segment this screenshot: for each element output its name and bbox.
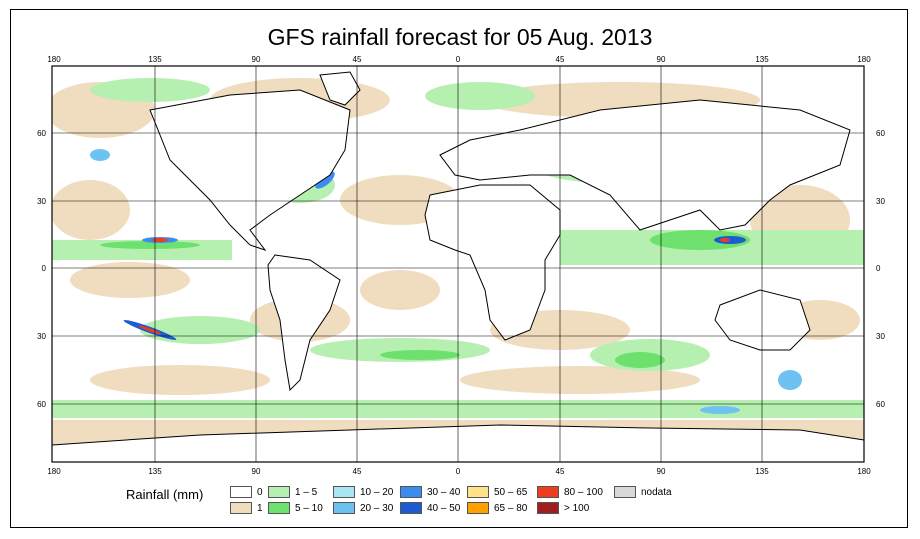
legend-label: > 100 [564,502,590,514]
lon-labels-top: 180 135 90 45 0 45 90 135 180 [47,55,871,64]
lat-label: 60 [876,129,885,138]
rain-5-10mm-areas [100,230,750,368]
legend-swatch [230,502,252,514]
north-america [149,89,351,251]
lat-label: 60 [876,400,885,409]
legend-swatch [467,502,489,514]
legend-item-12: nodata [614,485,672,499]
south-america [267,254,341,392]
graticule [52,66,864,462]
legend-label: 10 – 20 [360,486,394,498]
legend-item-2: 1 – 5 [268,485,317,499]
legend-item-7: 40 – 50 [400,501,460,515]
legend-label: 1 – 5 [295,486,318,498]
lon-label: 180 [47,55,61,64]
legend-label: 1 [257,502,263,514]
lon-label: 180 [857,55,871,64]
legend-label: 80 – 100 [564,486,603,498]
lon-label: 45 [353,55,362,64]
legend-item-3: 5 – 10 [268,501,323,515]
lat-label: 60 [37,129,46,138]
legend-item-5: 20 – 30 [333,501,393,515]
lon-label: 90 [252,467,261,476]
lat-label: 30 [37,332,46,341]
legend-label: 50 – 65 [494,486,528,498]
lat-label: 30 [876,197,885,206]
legend-swatch [268,486,290,498]
lat-labels-right: 60 30 0 30 60 [876,129,885,409]
legend-swatch [268,502,290,514]
lon-label: 90 [252,55,261,64]
lat-label: 30 [37,197,46,206]
figure-frame [10,9,908,528]
legend-label: 30 – 40 [427,486,461,498]
legend-swatch [230,486,252,498]
rain-heavy-areas [90,149,802,414]
legend-item-0: 0 [230,485,263,499]
legend-label: nodata [641,486,672,498]
legend-swatch [537,486,559,498]
lat-label: 0 [876,264,881,273]
legend-item-4: 10 – 20 [333,485,393,499]
lon-label: 90 [657,55,666,64]
legend-swatch [537,502,559,514]
legend-swatch [614,486,636,498]
legend-item-9: 65 – 80 [467,501,527,515]
lon-label: 90 [657,467,666,476]
lon-label: 45 [556,55,565,64]
legend-swatch [333,486,355,498]
legend-swatch [333,502,355,514]
africa [424,184,561,341]
lon-label: 180 [47,467,61,476]
legend-title: Rainfall (mm) [126,487,204,502]
greenland [319,71,361,106]
lon-label: 45 [353,467,362,476]
lon-label: 0 [456,467,461,476]
eurasia [439,99,851,231]
lon-label: 0 [456,55,461,64]
lat-label: 60 [37,400,46,409]
lat-label: 0 [42,264,47,273]
lon-label: 45 [556,467,565,476]
lon-label: 180 [857,467,871,476]
legend-label: 20 – 30 [360,502,394,514]
map-title: GFS rainfall forecast for 05 Aug. 2013 [267,24,653,50]
lat-label: 30 [876,332,885,341]
legend-item-8: 50 – 65 [467,485,527,499]
lon-label: 135 [755,467,769,476]
legend-label: 40 – 50 [427,502,461,514]
legend-item-1: 1 [230,501,263,515]
lon-label: 135 [148,467,162,476]
legend-label: 0 [257,486,263,498]
lon-label: 135 [755,55,769,64]
legend-item-6: 30 – 40 [400,485,460,499]
lon-label: 135 [148,55,162,64]
map-border [51,65,865,463]
legend-swatch [400,486,422,498]
lon-labels-bottom: 180 135 90 45 0 45 90 135 180 [47,467,871,476]
lat-labels-left: 60 30 0 30 60 [37,129,46,409]
legend-swatch [467,486,489,498]
legend-swatch [400,502,422,514]
legend-label: 65 – 80 [494,502,528,514]
legend-item-10: 80 – 100 [537,485,603,499]
legend-item-11: > 100 [537,501,589,515]
legend-label: 5 – 10 [295,502,323,514]
australia [714,289,811,351]
